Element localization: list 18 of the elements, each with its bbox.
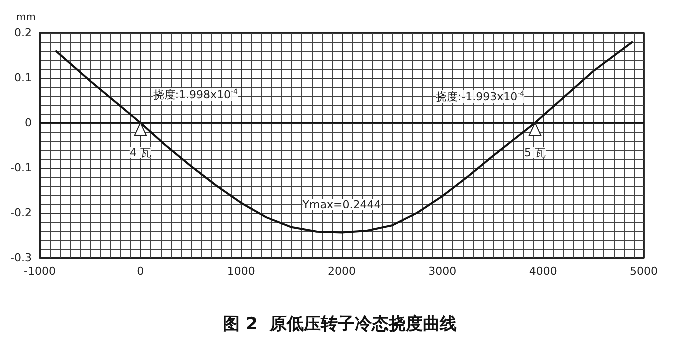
y-tick-label: 0 [25, 116, 32, 130]
annotation: 5 瓦 [524, 146, 546, 160]
text: 图 2 原低压转子冷态挠度曲线 [223, 314, 457, 334]
x-tick-label: 5000 [630, 265, 658, 278]
x-tick-label: 0 [137, 265, 144, 278]
x-tick-label: -1000 [24, 265, 56, 278]
annotation: 4 瓦 [130, 146, 152, 160]
x-tick-label: 3000 [428, 265, 457, 278]
annotation: Ymax=0.2444 [302, 198, 382, 212]
x-tick-label: 4000 [529, 265, 558, 278]
x-tick-label: 2000 [328, 265, 356, 278]
y-tick-label: -0.1 [10, 162, 32, 174]
y-tick-label: -0.2 [10, 206, 32, 220]
y-tick-label: 0.1 [14, 72, 32, 84]
y-tick-label: -0.3 [10, 252, 32, 264]
y-tick-label: 0.2 [14, 26, 32, 40]
y-axis-title: mm [16, 12, 36, 24]
x-tick-label: 1000 [227, 265, 256, 278]
